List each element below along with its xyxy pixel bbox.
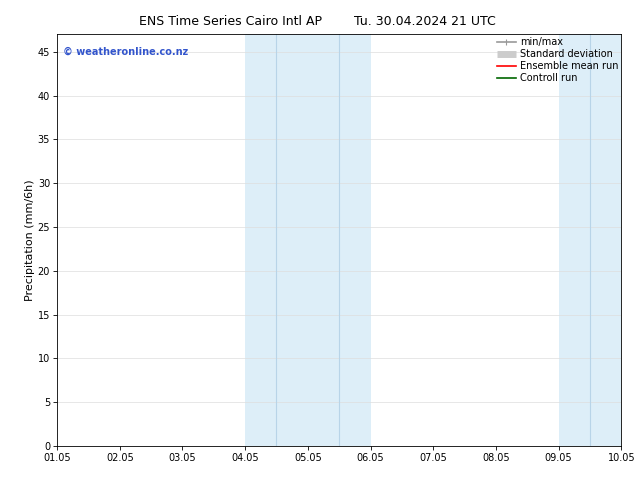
Text: ENS Time Series Cairo Intl AP        Tu. 30.04.2024 21 UTC: ENS Time Series Cairo Intl AP Tu. 30.04.… <box>139 15 495 28</box>
Y-axis label: Precipitation (mm/6h): Precipitation (mm/6h) <box>25 179 35 301</box>
Bar <box>245 34 370 446</box>
Bar <box>559 34 621 446</box>
Text: © weatheronline.co.nz: © weatheronline.co.nz <box>63 47 188 57</box>
Legend: min/max, Standard deviation, Ensemble mean run, Controll run: min/max, Standard deviation, Ensemble me… <box>496 37 618 83</box>
